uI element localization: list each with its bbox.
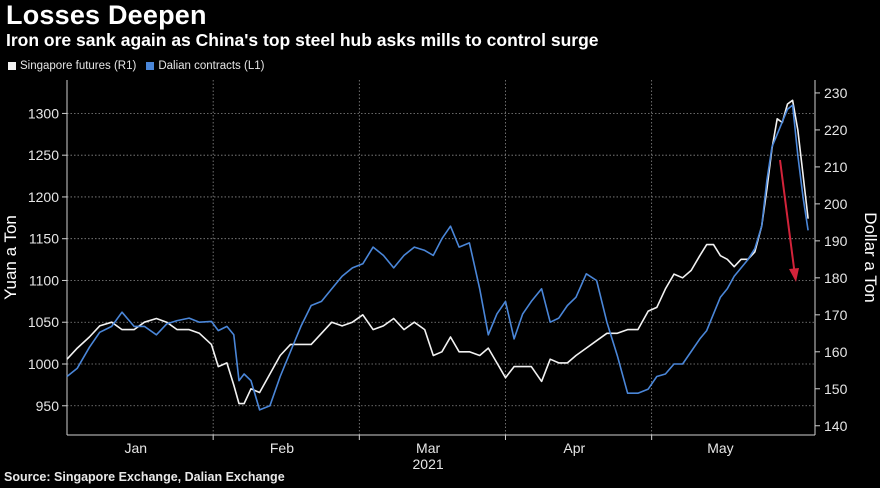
- y-axis-title-right: Dollar a Ton: [861, 212, 880, 302]
- legend-item-dalian: Dalian contracts (L1): [146, 60, 264, 72]
- y-tick-label-left: 1300: [28, 105, 59, 121]
- y-tick-label-left: 1000: [28, 356, 59, 372]
- y-tick-label-left: 1250: [28, 147, 59, 163]
- y-tick-label-right: 180: [824, 270, 848, 286]
- series-line-dalian: [66, 104, 809, 411]
- x-tick-label: Jan: [124, 440, 147, 456]
- y-tick-label-left: 950: [36, 398, 60, 414]
- y-tick-label-right: 160: [824, 344, 848, 360]
- x-tick-label: May: [707, 440, 733, 456]
- series-line-singapore: [66, 99, 809, 405]
- x-tick-label: Feb: [270, 440, 294, 456]
- y-tick-label-left: 1100: [29, 272, 59, 288]
- annotation-arrow-shaft: [779, 159, 796, 273]
- y-tick-label-left: 1150: [29, 231, 59, 247]
- source-note: Source: Singapore Exchange, Dalian Excha…: [4, 470, 285, 484]
- y-tick-label-right: 150: [824, 381, 848, 397]
- annotation-arrow-head: [789, 268, 799, 282]
- y-tick-label-left: 1200: [28, 189, 59, 205]
- x-tick-label: Apr: [563, 440, 585, 456]
- legend-label-dalian: Dalian contracts (L1): [158, 60, 265, 72]
- y-tick-label-right: 200: [824, 196, 848, 212]
- y-tick-label-right: 140: [824, 418, 848, 434]
- y-tick-label-left: 1050: [28, 314, 59, 330]
- y-tick-label-right: 230: [824, 85, 848, 101]
- y-axis-title-left: Yuan a Ton: [1, 215, 20, 300]
- legend-item-singapore: Singapore futures (R1): [8, 60, 136, 72]
- y-tick-label-right: 190: [824, 233, 848, 249]
- legend-swatch-dalian: [146, 62, 155, 70]
- x-year-label: 2021: [413, 456, 444, 472]
- y-tick-label-right: 170: [824, 307, 848, 323]
- y-tick-label-right: 220: [824, 122, 848, 138]
- legend: Singapore futures (R1) Dalian contracts …: [8, 60, 274, 72]
- x-tick-label: Mar: [416, 440, 440, 456]
- y-tick-label-right: 210: [824, 159, 848, 175]
- legend-swatch-singapore: [8, 62, 16, 70]
- chart-subtitle: Iron ore sank again as China's top steel…: [6, 30, 599, 50]
- chart-title: Losses Deepen: [6, 0, 207, 30]
- legend-label-singapore: Singapore futures (R1): [20, 60, 137, 72]
